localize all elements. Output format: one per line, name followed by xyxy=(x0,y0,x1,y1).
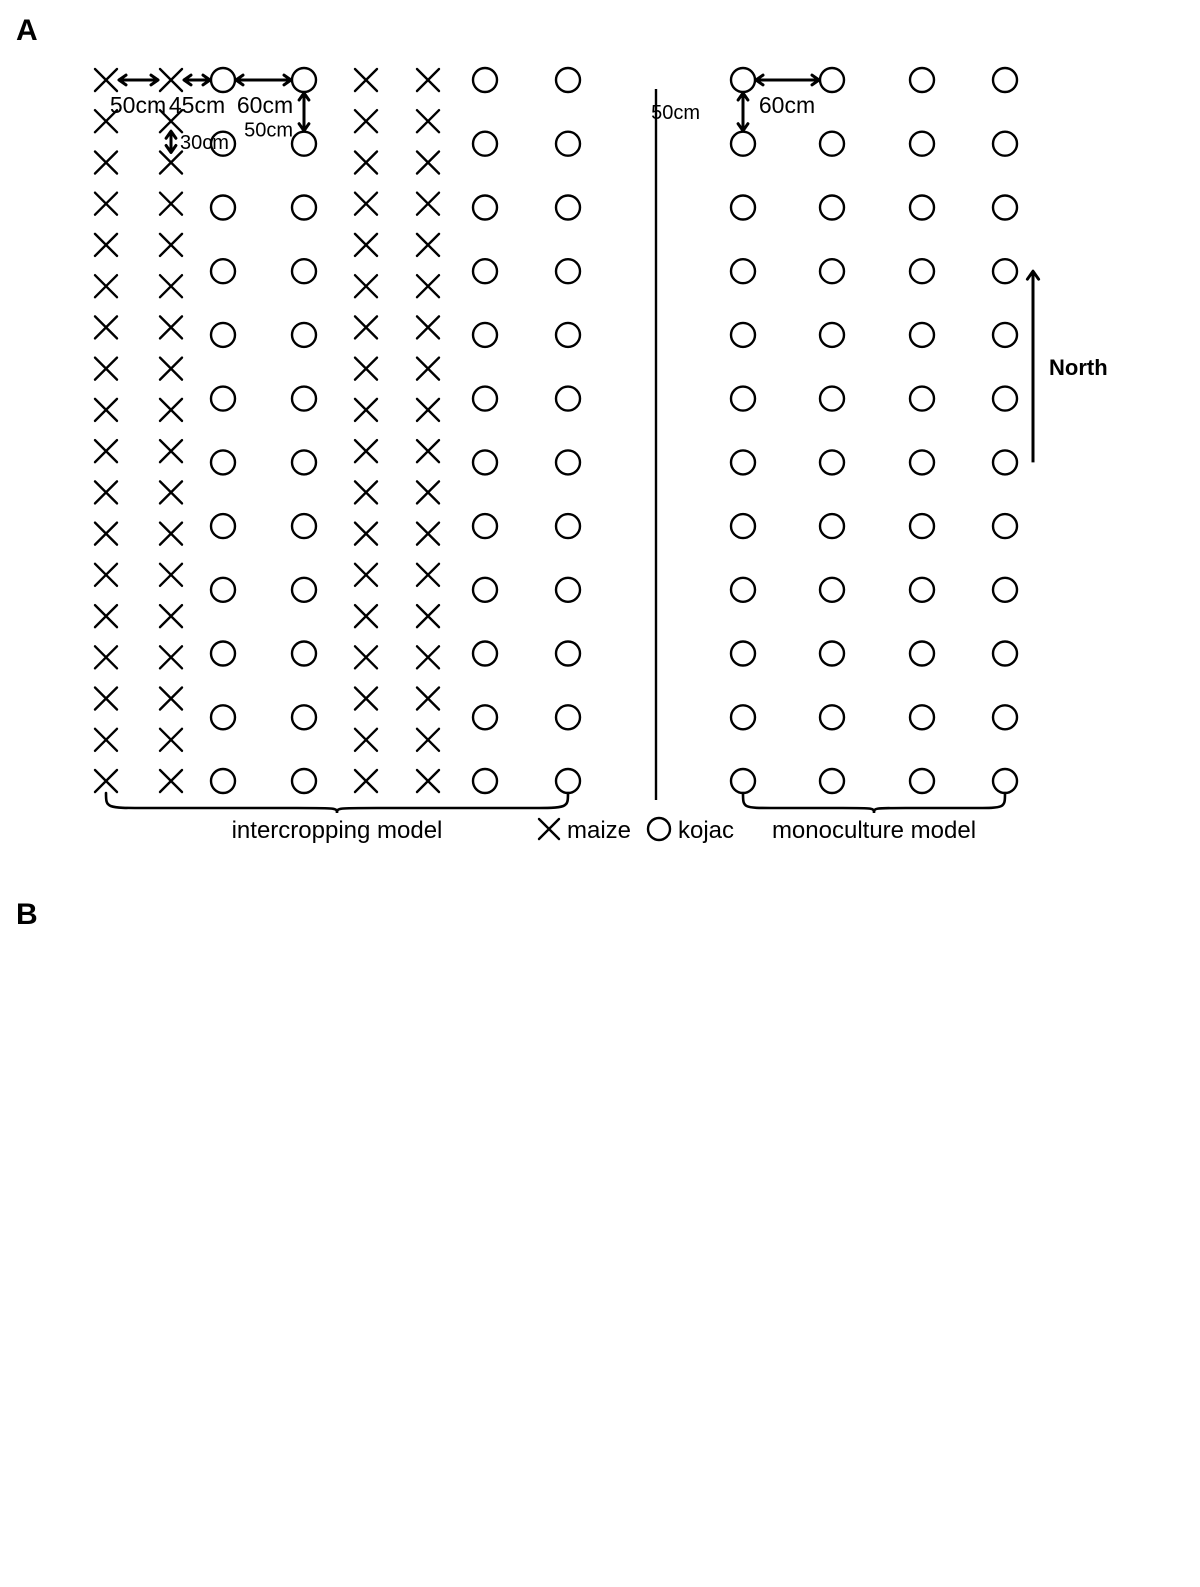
svg-text:monoculture model: monoculture model xyxy=(772,817,976,844)
svg-text:North: North xyxy=(1049,355,1108,380)
svg-text:kojac: kojac xyxy=(678,817,734,844)
svg-text:intercropping model: intercropping model xyxy=(232,817,443,844)
svg-text:50cm: 50cm xyxy=(651,102,700,124)
svg-text:60cm: 60cm xyxy=(759,92,815,118)
svg-text:maize: maize xyxy=(567,817,631,844)
svg-text:50cm: 50cm xyxy=(244,120,293,142)
svg-text:50cm: 50cm xyxy=(110,92,166,118)
svg-text:60cm: 60cm xyxy=(237,92,293,118)
svg-text:45cm: 45cm xyxy=(169,92,225,118)
svg-text:30cm: 30cm xyxy=(180,132,229,154)
